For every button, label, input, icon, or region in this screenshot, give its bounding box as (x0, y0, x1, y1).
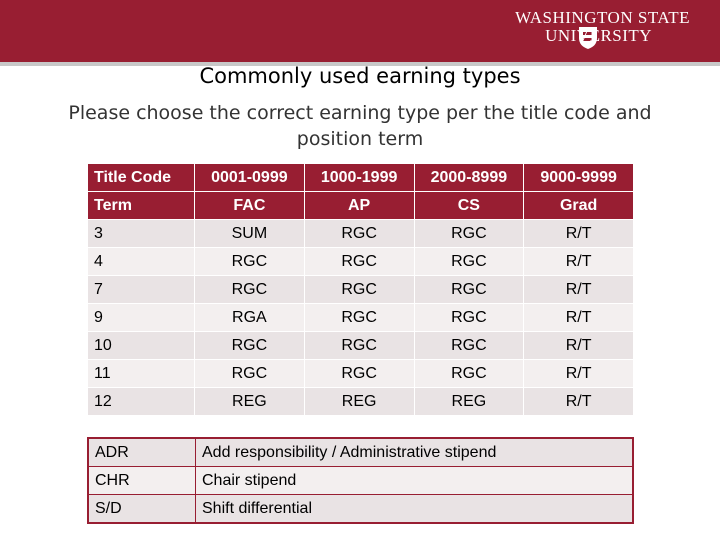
table-cell: Chair stipend (195, 466, 634, 495)
table-cell: 9 (87, 303, 195, 332)
table-cell: REG (303, 387, 415, 416)
table-cell: RGC (413, 247, 525, 276)
table-cell: RGC (413, 359, 525, 388)
table-cell: 4 (87, 247, 195, 276)
table-cell: 12 (87, 387, 195, 416)
table-row: 11 RGC RGC RGC R/T (87, 359, 634, 388)
table-row: 12 REG REG REG R/T (87, 387, 634, 416)
slide-title: Commonly used earning types (199, 64, 521, 88)
table-row: 9 RGA RGC RGC R/T (87, 303, 634, 332)
table-cell: RGC (194, 331, 305, 360)
table-cell: Term (87, 191, 195, 220)
table-cell: REG (413, 387, 525, 416)
logo: WASHINGTON STATE UNIVERSITY (515, 8, 690, 46)
table-row: 10 RGC RGC RGC R/T (87, 331, 634, 360)
table-cell: Grad (523, 191, 634, 220)
table-cell: 0001-0999 (194, 163, 305, 192)
table-cell: Shift differential (195, 494, 634, 524)
table-cell: RGC (303, 359, 415, 388)
table-row: 7 RGC RGC RGC R/T (87, 275, 634, 304)
table-cell: RGC (303, 331, 415, 360)
table-cell: RGC (413, 303, 525, 332)
table-cell: RGC (303, 303, 415, 332)
logo-shield (579, 27, 597, 49)
table-cell: 11 (87, 359, 195, 388)
legend-table: ADR Add responsibility / Administrative s… (87, 437, 634, 524)
table-cell: Title Code (87, 163, 195, 192)
table-cell: R/T (523, 275, 634, 304)
table-cell: 7 (87, 275, 195, 304)
table-cell: RGC (413, 331, 525, 360)
table-cell: R/T (523, 387, 634, 416)
table-cell: RGC (413, 275, 525, 304)
table-cell: R/T (523, 303, 634, 332)
table-cell: R/T (523, 247, 634, 276)
table-cell: RGC (194, 275, 305, 304)
table-cell: FAC (194, 191, 305, 220)
table-cell: 9000-9999 (523, 163, 634, 192)
table-row: ADR Add responsibility / Administrative s… (87, 437, 634, 467)
table-cell: RGC (194, 247, 305, 276)
table-cell: 3 (87, 219, 195, 248)
table-row: 4 RGC RGC RGC R/T (87, 247, 634, 276)
table-cell: ADR (87, 437, 196, 467)
table-cell: SUM (194, 219, 305, 248)
table-cell: R/T (523, 331, 634, 360)
table-cell: RGC (303, 219, 415, 248)
header-band (0, 0, 720, 66)
table-cell: 1000-1999 (303, 163, 415, 192)
table-cell: REG (194, 387, 305, 416)
table-cell: RGA (194, 303, 305, 332)
slide-subtitle: Please choose the correct earning type p… (68, 102, 652, 150)
table-cell: RGC (303, 275, 415, 304)
table-cell: RGC (303, 247, 415, 276)
table-row: S/D Shift differential (87, 494, 634, 524)
table-cell: R/T (523, 359, 634, 388)
table-cell: S/D (87, 494, 196, 524)
table-cell: CS (413, 191, 525, 220)
table-row: Term FAC AP CS Grad (87, 191, 634, 220)
table-cell: CHR (87, 466, 196, 495)
logo-text: UNIVERSITY (545, 26, 653, 45)
table-cell: R/T (523, 219, 634, 248)
table-cell: RGC (413, 219, 525, 248)
table-cell: RGC (194, 359, 305, 388)
table-cell: Add responsibility / Administrative stip… (195, 437, 634, 467)
earning-table: Title Code 0001-0999 1000-1999 2000-8999 900… (87, 163, 634, 416)
table-cell: 2000-8999 (413, 163, 525, 192)
table-cell: AP (303, 191, 415, 220)
table-row: CHR Chair stipend (87, 466, 634, 495)
logo-text: WASHINGTON STATE (515, 8, 690, 27)
table-cell: 10 (87, 331, 195, 360)
table-row: 3 SUM RGC RGC R/T (87, 219, 634, 248)
table-row: Title Code 0001-0999 1000-1999 2000-8999 900… (87, 163, 634, 192)
